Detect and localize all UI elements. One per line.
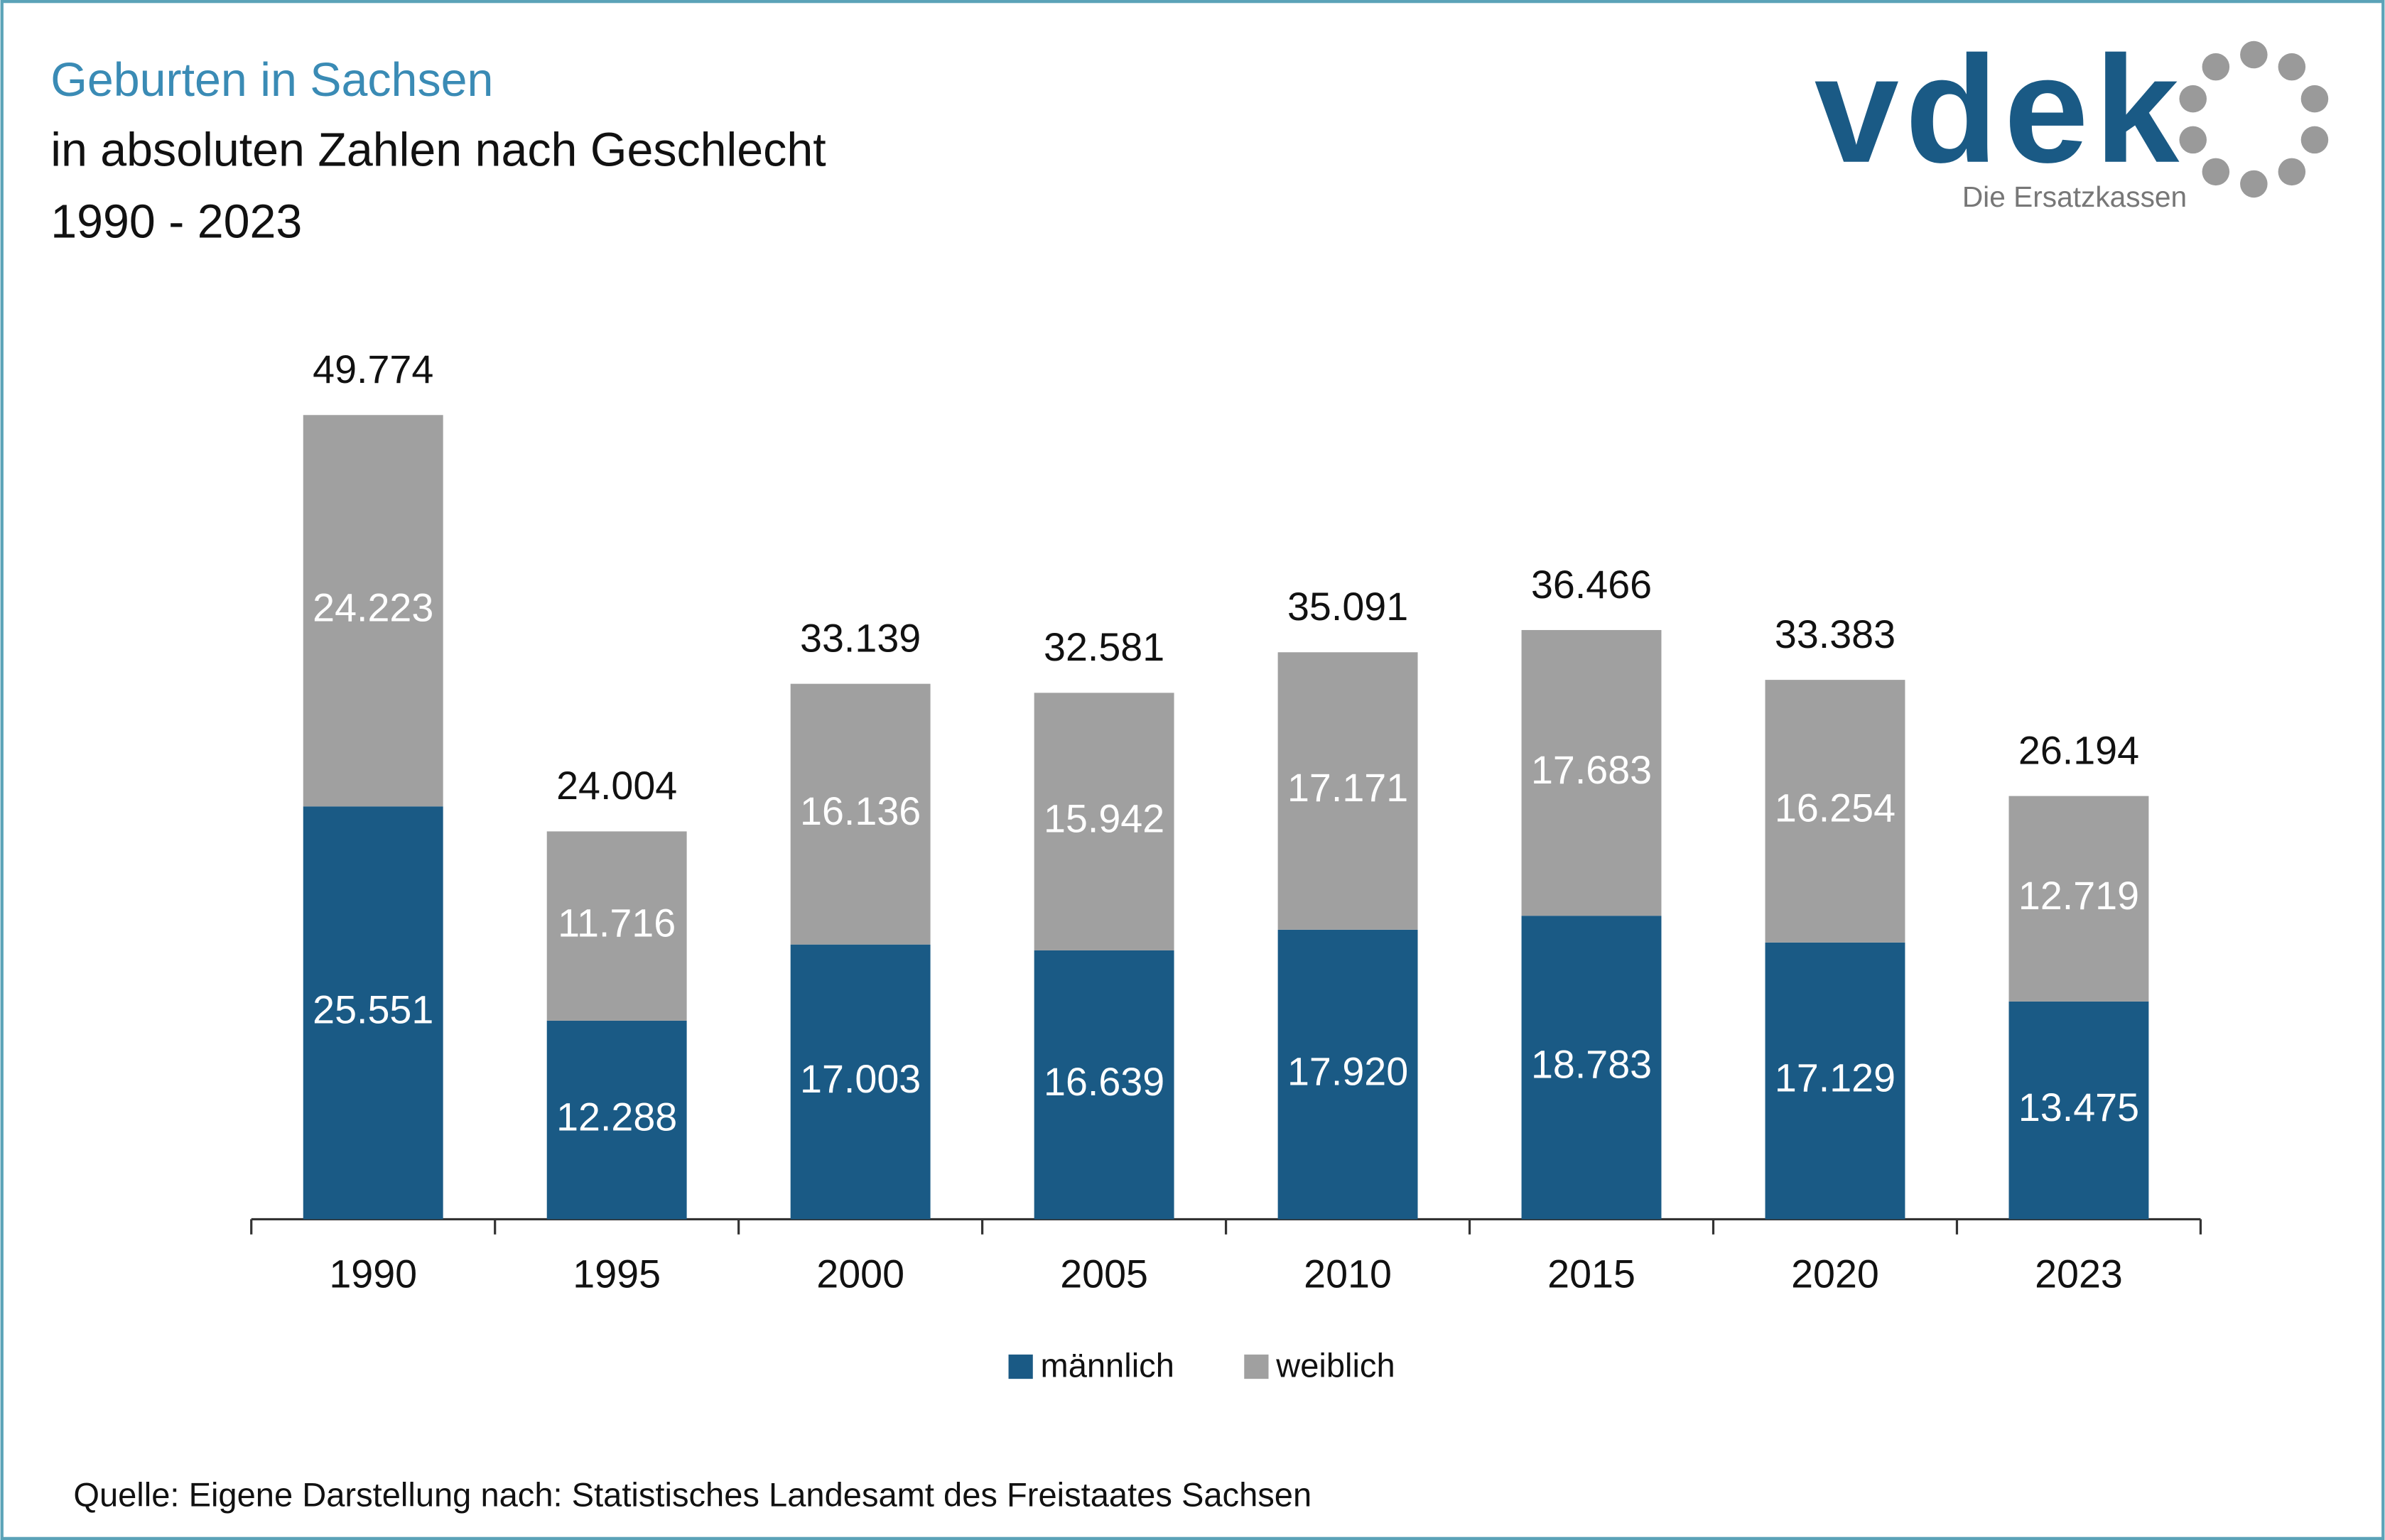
total-label: 49.774 <box>313 347 433 391</box>
bar-segment <box>546 831 687 1021</box>
value-label: 16.136 <box>800 789 921 833</box>
bar-segment <box>1521 916 1662 1220</box>
value-label: 11.716 <box>558 901 676 945</box>
legend-swatch <box>1244 1354 1269 1379</box>
bar-segment <box>303 415 443 807</box>
bar-segment <box>2008 1001 2149 1220</box>
value-label: 18.783 <box>1531 1043 1652 1087</box>
chart-subtitle: 1990 - 2023 <box>50 195 302 248</box>
bar-segment <box>1034 950 1174 1220</box>
bar-segment <box>303 806 443 1220</box>
bar-segment <box>546 1020 687 1220</box>
total-label: 32.581 <box>1044 625 1164 669</box>
total-label: 26.194 <box>2018 728 2139 772</box>
bar-segment <box>1765 942 1905 1220</box>
source-note: Quelle: Eigene Darstellung nach: Statist… <box>73 1476 1312 1514</box>
logo-tagline: Die Ersatzkassen <box>1962 180 2187 213</box>
bar-segment <box>1765 680 1905 943</box>
bar-segment <box>790 683 931 945</box>
value-label: 16.254 <box>1775 786 1895 830</box>
x-tick-label: 2005 <box>1060 1252 1148 1296</box>
legend-label: männlich <box>1040 1347 1174 1384</box>
bar-segment <box>1034 693 1174 950</box>
total-label: 33.139 <box>800 616 921 660</box>
value-label: 16.639 <box>1044 1060 1164 1104</box>
total-label: 33.383 <box>1775 612 1895 656</box>
value-label: 15.942 <box>1044 796 1164 840</box>
x-tick-label: 2015 <box>1547 1252 1635 1296</box>
value-label: 12.719 <box>2018 874 2139 918</box>
bar-segment <box>2008 796 2149 1002</box>
bar-segment <box>1277 929 1418 1220</box>
value-label: 13.475 <box>2018 1085 2139 1129</box>
bar-segment <box>790 944 931 1220</box>
chart-subtitle: in absoluten Zahlen nach Geschlecht <box>50 124 826 177</box>
x-tick-label: 2000 <box>816 1252 904 1296</box>
total-label: 36.466 <box>1531 563 1652 607</box>
value-label: 25.551 <box>313 988 433 1032</box>
legend-label: weiblich <box>1275 1347 1395 1384</box>
value-label: 24.223 <box>313 585 433 629</box>
x-tick-label: 1990 <box>329 1252 417 1296</box>
legend-swatch <box>1008 1354 1033 1379</box>
x-tick-label: 2020 <box>1791 1252 1879 1296</box>
logo-text: vdek <box>1815 25 2185 195</box>
value-label: 17.920 <box>1287 1049 1408 1093</box>
x-tick-label: 2010 <box>1304 1252 1392 1296</box>
bar-segment <box>1277 652 1418 930</box>
value-label: 17.171 <box>1287 766 1408 810</box>
logo-ring <box>2179 40 2329 198</box>
total-label: 35.091 <box>1287 585 1408 629</box>
value-label: 17.129 <box>1775 1056 1895 1100</box>
value-label: 17.683 <box>1531 748 1652 792</box>
bar-segment <box>1521 629 1662 916</box>
value-label: 12.288 <box>556 1095 677 1139</box>
total-label: 24.004 <box>556 764 677 808</box>
x-tick-label: 1995 <box>573 1252 661 1296</box>
value-label: 17.003 <box>800 1057 921 1101</box>
x-tick-label: 2023 <box>2035 1252 2123 1296</box>
chart-title: Geburten in Sachsen <box>50 54 493 107</box>
